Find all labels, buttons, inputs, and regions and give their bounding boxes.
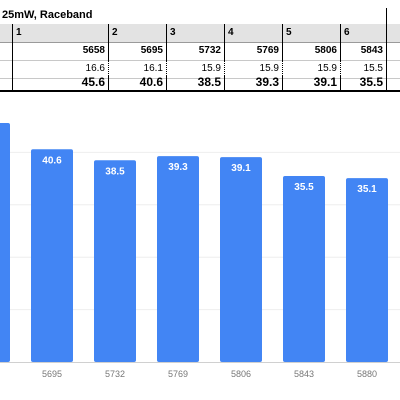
table-right-edge xyxy=(386,8,387,90)
table-cell[interactable]: 15.9 xyxy=(224,60,282,78)
x-tick-label: 5843 xyxy=(294,369,314,379)
x-tick-label: 5769 xyxy=(168,369,188,379)
table-cell[interactable]: 15.9 xyxy=(282,60,340,78)
header-cell[interactable]: 4 xyxy=(224,24,282,42)
table-cell[interactable]: 5843 xyxy=(340,42,386,60)
bar-value-label: 39.3 xyxy=(168,162,188,173)
bar-value-label: 35.1 xyxy=(357,184,377,195)
spreadsheet-table: 25mW, Raceband 1 2 3 4 5 6 5658 5695 573… xyxy=(0,0,400,92)
header-row: 1 2 3 4 5 6 xyxy=(0,24,400,43)
sheet-title: 25mW, Raceband xyxy=(2,9,93,21)
column-divider xyxy=(12,24,13,90)
table-cell[interactable]: 5806 xyxy=(282,42,340,60)
table-cell[interactable]: 40.6 xyxy=(108,76,166,90)
chart-bar[interactable] xyxy=(0,123,10,362)
table-cell[interactable]: 38.5 xyxy=(166,76,224,90)
table-cell[interactable]: 39.3 xyxy=(224,76,282,90)
bar-value-label: 35.5 xyxy=(294,182,314,193)
header-cell[interactable]: 2 xyxy=(108,24,166,42)
table-row: 45.6 40.6 38.5 39.3 39.1 35.5 xyxy=(0,76,400,92)
table-row: 5658 5695 5732 5769 5806 5843 xyxy=(0,42,400,61)
header-cell[interactable]: 3 xyxy=(166,24,224,42)
table-cell[interactable]: 5695 xyxy=(108,42,166,60)
bar-value-label: 39.1 xyxy=(231,163,251,174)
header-cell[interactable]: 6 xyxy=(340,24,386,42)
table-cell[interactable]: 15.5 xyxy=(340,60,386,78)
x-tick-label: 5732 xyxy=(105,369,125,379)
bar-value-label: 38.5 xyxy=(105,166,125,177)
table-cell[interactable]: 16.1 xyxy=(108,60,166,78)
table-cell[interactable]: 15.9 xyxy=(166,60,224,78)
chart-bar[interactable] xyxy=(157,156,199,362)
chart-bar[interactable] xyxy=(283,175,325,362)
chart-bar[interactable] xyxy=(31,149,73,362)
table-cell[interactable]: 5732 xyxy=(166,42,224,60)
header-cell[interactable]: 5 xyxy=(282,24,340,42)
bar-value-label: 40.6 xyxy=(42,155,62,166)
x-tick-label: 5880 xyxy=(357,369,377,379)
chart-bar[interactable] xyxy=(220,157,262,362)
chart-bar[interactable] xyxy=(346,178,388,362)
x-tick-label: 5695 xyxy=(42,369,62,379)
table-cell[interactable]: 5769 xyxy=(224,42,282,60)
x-tick-label: 5806 xyxy=(231,369,251,379)
table-cell[interactable]: 39.1 xyxy=(282,76,340,90)
table-cell[interactable]: 35.5 xyxy=(340,76,386,90)
chart-bar[interactable] xyxy=(94,160,136,362)
